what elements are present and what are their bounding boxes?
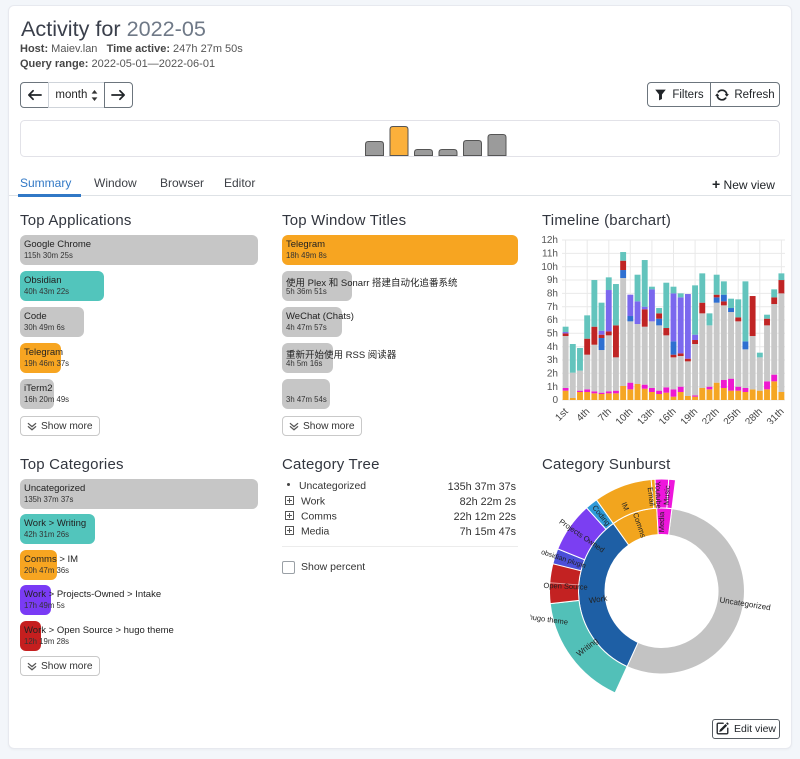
svg-text:4h: 4h xyxy=(547,342,558,353)
svg-text:Email: Email xyxy=(646,487,657,507)
svg-text:5h: 5h xyxy=(547,329,558,340)
svg-text:Media: Media xyxy=(657,511,666,532)
svg-text:3h: 3h xyxy=(547,355,558,366)
svg-text:13th: 13th xyxy=(635,406,657,424)
svg-text:22th: 22th xyxy=(700,406,722,424)
svg-text:1st: 1st xyxy=(554,406,571,423)
svg-text:31th: 31th xyxy=(765,406,787,424)
svg-text:Work: Work xyxy=(588,594,609,606)
svg-text:10h: 10h xyxy=(541,262,558,273)
svg-text:1h: 1h xyxy=(547,382,558,393)
svg-text:28th: 28th xyxy=(743,406,765,424)
svg-text:4th: 4th xyxy=(575,406,593,424)
svg-text:9h: 9h xyxy=(547,275,558,286)
svg-text:Music: Music xyxy=(662,485,672,505)
svg-text:Open Source: Open Source xyxy=(543,581,588,592)
svg-text:12h: 12h xyxy=(541,235,558,246)
svg-text:0: 0 xyxy=(552,395,558,406)
svg-text:16th: 16th xyxy=(657,406,679,424)
svg-text:11h: 11h xyxy=(542,249,558,260)
svg-text:2h: 2h xyxy=(547,369,558,380)
svg-text:6h: 6h xyxy=(547,315,558,326)
svg-text:IM: IM xyxy=(619,501,631,512)
svg-text:7h: 7h xyxy=(547,302,558,313)
svg-text:7th: 7th xyxy=(596,406,614,424)
svg-text:25th: 25th xyxy=(722,406,744,424)
svg-text:19th: 19th xyxy=(679,406,701,424)
svg-text:10th: 10th xyxy=(614,406,636,424)
svg-text:Youtube: Youtube xyxy=(653,481,663,509)
svg-text:8h: 8h xyxy=(547,289,558,300)
